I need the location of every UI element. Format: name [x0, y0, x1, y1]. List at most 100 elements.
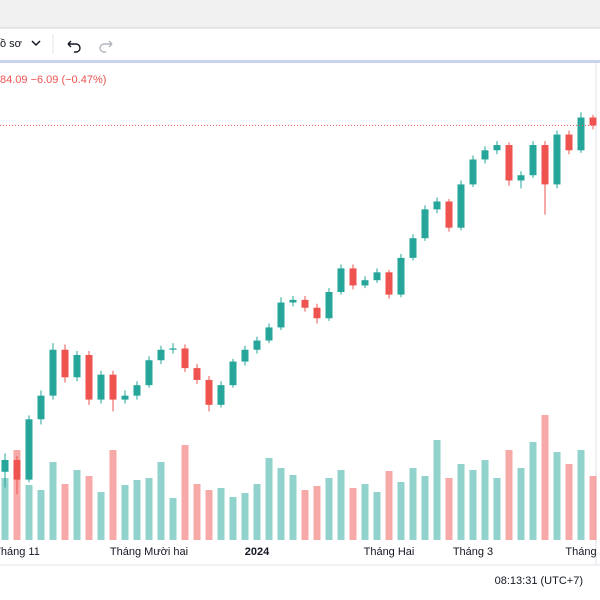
redo-button[interactable]: [99, 40, 113, 53]
candle-body: [265, 327, 273, 341]
volume-bar: [385, 471, 393, 540]
candle-body: [493, 145, 501, 151]
volume-bar: [73, 470, 81, 540]
volume-bar: [577, 450, 585, 540]
candle-body: [1, 459, 9, 472]
candle-body: [121, 395, 129, 400]
volume-bar: [49, 462, 57, 540]
volume-bar: [409, 468, 417, 540]
volume-bar: [25, 485, 33, 540]
volume-bar: [493, 478, 501, 540]
candle-body: [37, 395, 45, 420]
volume-bar: [61, 484, 69, 540]
candle-body: [229, 361, 237, 386]
volume-bar: [169, 498, 177, 540]
legend-values: 84.09 −6.09 (−0.47%): [0, 74, 106, 86]
volume-bar: [541, 415, 549, 540]
candle-body: [61, 349, 69, 378]
volume-bar: [325, 478, 333, 540]
volume-bar: [313, 486, 321, 540]
candle-body: [469, 159, 477, 185]
candle-body: [289, 299, 297, 303]
volume-bar: [85, 476, 93, 540]
volume-bar: [589, 476, 597, 540]
x-tick-label: 2024: [245, 546, 270, 558]
volume-bar: [181, 445, 189, 540]
candle-body: [445, 201, 453, 228]
volume-bar: [337, 470, 345, 540]
volume-bar: [253, 484, 261, 540]
candle-body: [217, 385, 225, 405]
volume-bar: [529, 442, 537, 540]
candle-body: [505, 145, 513, 181]
window-top: [0, 0, 600, 28]
candle-body: [25, 419, 33, 480]
candle-body: [277, 302, 285, 328]
volume-bar: [289, 475, 297, 540]
clock: 08:13:31 (UTC+7): [495, 575, 583, 587]
volume-bar: [37, 490, 45, 540]
candle-body: [529, 145, 537, 176]
candle-body: [241, 349, 249, 362]
candle-body: [385, 272, 393, 295]
volume-bar: [457, 464, 465, 540]
x-tick-label: Tháng 3: [453, 546, 493, 558]
dropdown-arrow[interactable]: [31, 40, 41, 47]
candle-body: [517, 175, 525, 181]
volume-bar: [481, 460, 489, 540]
volume-bar: [265, 458, 273, 540]
candle-body: [589, 117, 597, 126]
candle-body: [433, 201, 441, 210]
layout-menu[interactable]: ồ sơ: [0, 38, 22, 50]
x-tick-label: Tháng: [565, 546, 596, 558]
volume-bar: [1, 478, 9, 540]
x-tick-label: Tháng Hai: [364, 546, 415, 558]
candle-body: [109, 374, 117, 400]
volume-bar: [109, 450, 117, 540]
candle-body: [169, 348, 177, 350]
x-tick-label: Tháng Mười hai: [110, 546, 188, 558]
candle-body: [301, 299, 309, 308]
candle-body: [157, 349, 165, 361]
volume-bar: [229, 497, 237, 540]
candle-body: [325, 292, 333, 319]
volume-bar: [241, 493, 249, 540]
volume-bar: [145, 478, 153, 540]
candle-body: [577, 117, 585, 151]
volume-bar: [469, 470, 477, 540]
candle-body: [481, 150, 489, 160]
candle-body: [337, 268, 345, 293]
undo-button[interactable]: [67, 40, 81, 53]
volume-bar: [121, 485, 129, 540]
candle-body: [553, 134, 561, 185]
candle-body: [205, 379, 213, 405]
volume-bar: [553, 452, 561, 540]
candle-body: [253, 340, 261, 350]
candle-body: [97, 374, 105, 400]
candle-body: [373, 272, 381, 281]
volume-bar: [397, 482, 405, 540]
volume-bar: [133, 480, 141, 540]
candle-body: [133, 385, 141, 396]
candle-body: [313, 307, 321, 319]
volume-bar: [157, 462, 165, 540]
candle-body: [349, 268, 357, 286]
volume-bar: [217, 488, 225, 540]
x-tick-label: Tháng 11: [0, 546, 40, 558]
volume-bar: [373, 492, 381, 540]
volume-bar: [517, 468, 525, 540]
volume-bar: [301, 490, 309, 540]
candle-body: [457, 184, 465, 228]
candle-body: [85, 354, 93, 400]
candle-body: [181, 348, 189, 369]
candle-body: [541, 145, 549, 185]
candle-body: [565, 134, 573, 151]
candle-body: [13, 459, 21, 480]
volume-bar: [13, 450, 21, 540]
volume-bar: [445, 478, 453, 540]
volume-bar: [205, 490, 213, 540]
volume-bar: [361, 484, 369, 540]
volume-bar: [97, 492, 105, 540]
chart-border: [0, 60, 600, 63]
